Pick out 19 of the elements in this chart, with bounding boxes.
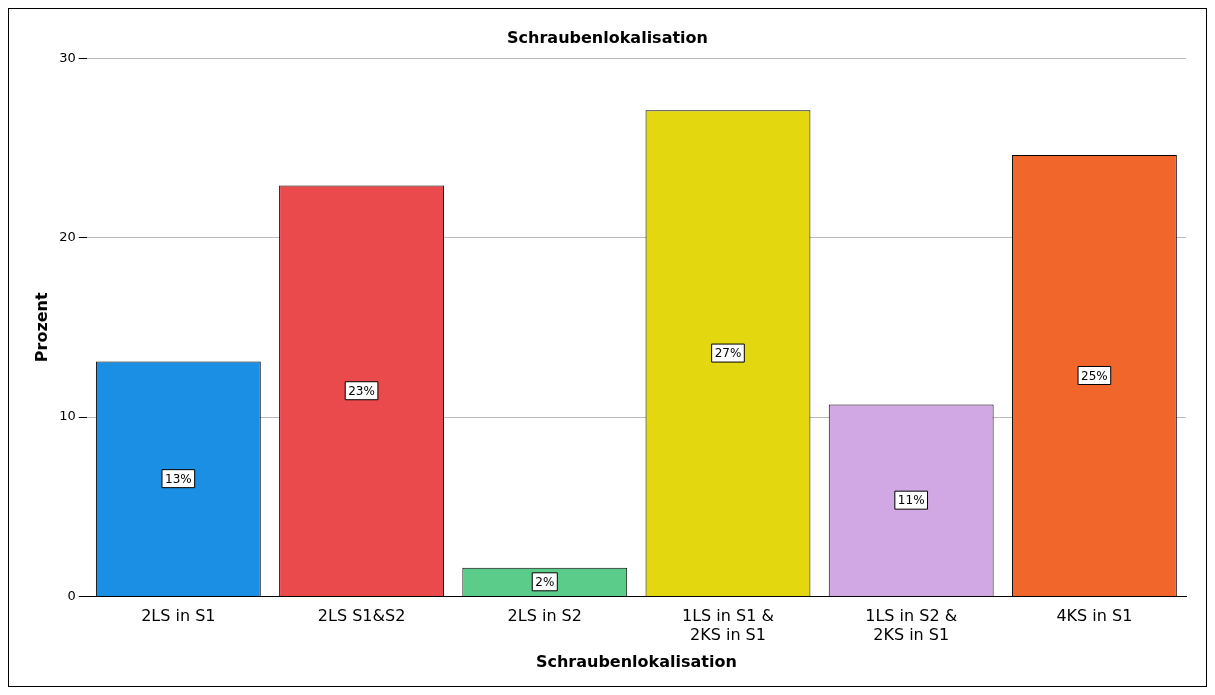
data-label: 2% — [535, 574, 555, 589]
y-tick-label: 10 — [59, 408, 76, 424]
x-tick-label: 2LS S1&S2 — [317, 606, 406, 626]
data-label: 11% — [897, 493, 925, 508]
x-tick-label: 4KS in S1 — [1056, 606, 1133, 626]
chart-title: Schraubenlokalisation — [507, 27, 708, 47]
y-tick-label: 20 — [59, 228, 76, 244]
data-label: 25% — [1081, 368, 1108, 383]
data-label: 13% — [165, 471, 192, 486]
y-tick-label: 0 — [67, 587, 76, 603]
x-axis-title: Schraubenlokalisation — [535, 651, 737, 671]
x-tick-label: 2LS in S1 — [141, 606, 216, 626]
data-label: 27% — [714, 346, 742, 361]
y-tick-label: 30 — [59, 49, 76, 65]
x-tick-label: 1LS in S2 & 2KS in S1 — [865, 606, 958, 645]
x-tick-label: 1LS in S1 & 2KS in S1 — [682, 606, 774, 645]
y-axis-title: Prozent — [31, 292, 51, 363]
data-label: 23% — [348, 383, 375, 398]
x-tick-label: 2LS in S2 — [507, 606, 582, 626]
